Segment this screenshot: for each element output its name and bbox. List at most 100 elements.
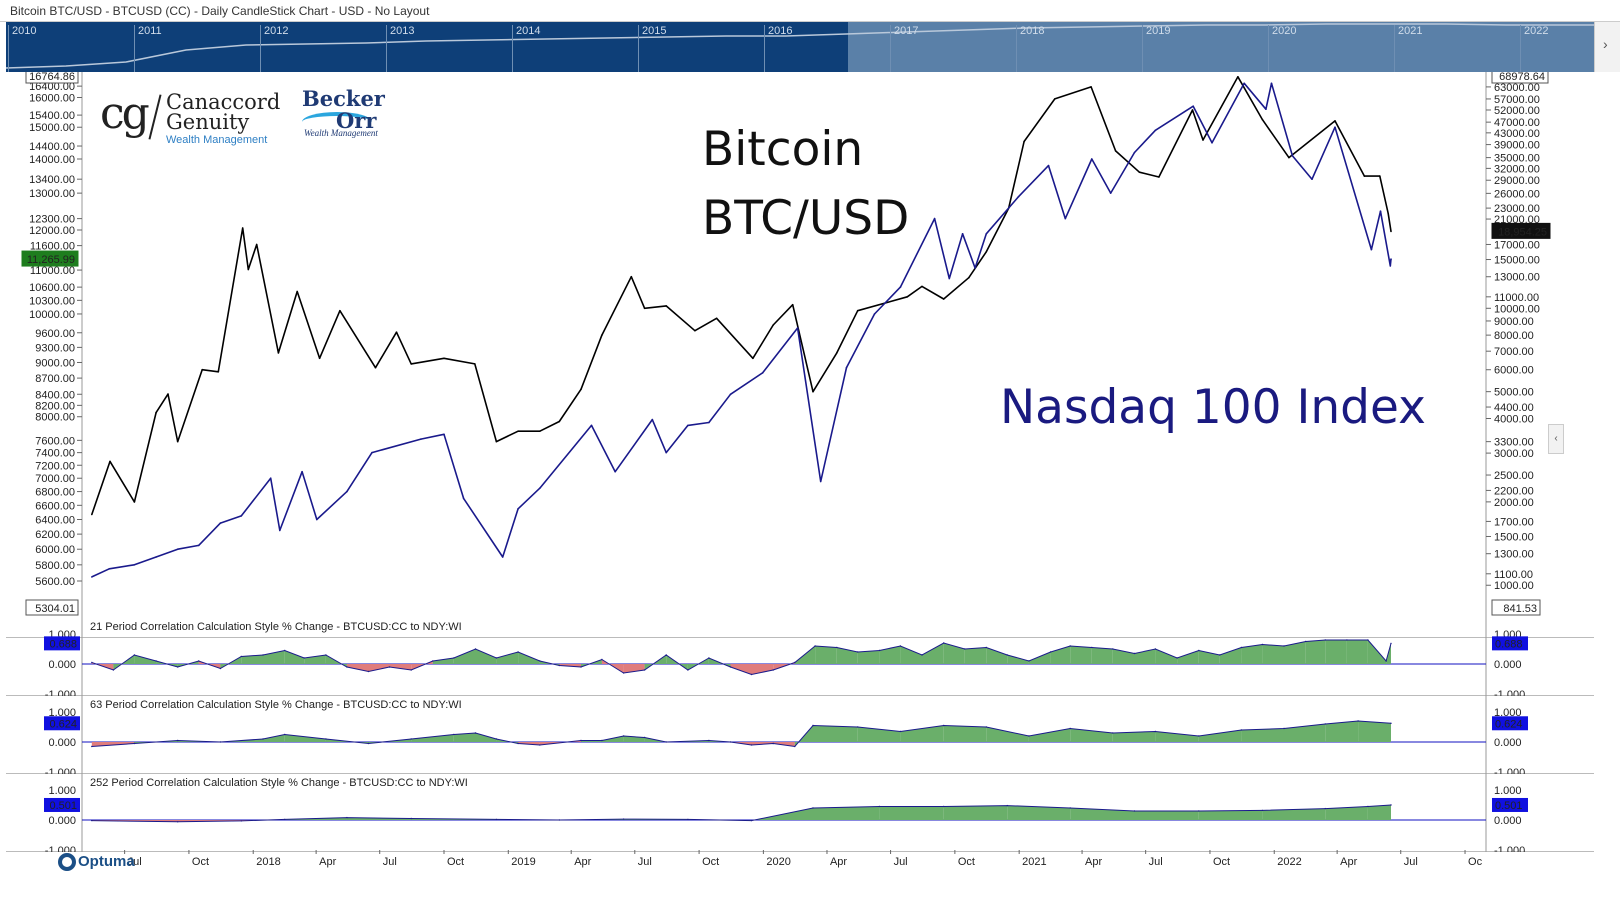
side-panel-toggle[interactable]: ‹ [1548,424,1564,454]
correlation-63-panel[interactable]: 63 Period Correlation Calculation Style … [6,696,1594,779]
main-chart-panel[interactable]: 16400.00 16000.00 15400.00 15000.00 14400.00… [6,67,1594,638]
corr-area-segment [346,664,369,672]
corr-point [539,660,541,662]
corr-area-segment [751,808,813,821]
corr-point [708,657,710,659]
overview-year-label: 2021 [1394,25,1422,72]
right-tick-label: 1700.00 [1494,516,1534,528]
ndx-point [420,438,422,440]
ndx-point [279,529,281,532]
corr-area-segment [411,734,454,742]
corr-area-segment [1028,728,1071,742]
right-tick-label: 23000.00 [1494,203,1540,215]
time-tick-label: Oct [1213,856,1230,868]
ndx-point [590,424,593,427]
main-chart-svg[interactable]: 16400.0016000.0015400.0015000.0014400.00… [6,67,1594,638]
right-tick-label: 7000.00 [1494,346,1534,358]
ndx-point [1265,108,1267,110]
corr-point [729,666,732,668]
overview-price-line [6,23,1594,69]
corr-point [112,669,115,671]
left-tick-label: 10000.00 [29,309,75,321]
overview-year-label: 2018 [1016,25,1044,72]
corr-area-segment [453,733,476,742]
corr-point [517,742,519,745]
corr-area-segment [1198,810,1263,820]
correlation-252-panel[interactable]: 252 Period Correlation Calculation Style… [6,774,1594,857]
corr-area-segment [1325,721,1359,742]
time-tick-label: Jul [383,856,397,868]
ndx-point [1390,258,1392,260]
corr-point [91,745,93,748]
corr-area-segment [432,658,454,664]
corr-point [1240,646,1243,649]
corr-area-segment [964,647,987,664]
corr-area-segment [1325,806,1368,820]
corr-point [750,819,753,822]
right-tick-label: 9000.00 [1494,316,1534,328]
ndx-point [1211,142,1213,144]
corr-point [325,738,327,740]
left-tick-label: 14000.00 [29,154,75,166]
corr-area-segment [1219,647,1242,664]
ndx-point [708,421,710,424]
btc-point [1379,175,1381,177]
ndx-point [1017,195,1020,198]
corr-area-segment [900,725,944,742]
btc-point [1158,176,1160,178]
left-min-badge-box [25,599,79,616]
corr-area-segment [1007,655,1029,664]
corr-area-segment [368,664,390,672]
correlation-21-svg[interactable]: 21 Period Correlation Calculation Style … [6,618,1594,701]
corr-area-segment [986,727,1029,742]
ndx-point [269,477,272,480]
btc-point [318,357,321,360]
left-tick-label: 6600.00 [35,500,75,512]
btc-point [791,303,794,306]
left-min-badge: 5304.01 [25,599,79,616]
corr-point [1069,727,1071,730]
left-tick-label: 14400.00 [29,141,75,153]
corr-point [857,726,859,728]
btc-point [1390,230,1392,233]
btc-point [1090,86,1092,88]
btc-point [1114,150,1117,152]
left-tick-label: 8000.00 [35,412,75,424]
corr-point [687,818,689,821]
corr-point [346,666,348,668]
btc-point [812,390,814,393]
ndx-point [316,518,318,521]
corr-area-segment [1241,644,1263,664]
corr-right-tick-label: 1.000 [1494,707,1522,719]
corr-point [219,667,222,670]
optuma-name: Optuma [78,853,135,870]
window-title: Bitcoin BTC/USD - BTCUSD (CC) - Daily Ca… [10,4,430,18]
time-tick-label: Jul [1404,856,1418,868]
time-tick-label: 2021 [1022,856,1046,868]
correlation-252-svg[interactable]: 252 Period Correlation Calculation Style… [6,774,1594,857]
btc-point [133,501,136,503]
time-tick-label: Apr [574,856,591,868]
left-tick-label: 7200.00 [35,460,75,472]
overview-navigator[interactable]: 2010 2011 2012 2013 2014 2015 2016 2017 2018 2019… [6,22,1594,72]
correlation-21-panel[interactable]: 21 Period Correlation Calculation Style … [6,618,1594,701]
corr-point [198,660,200,662]
corr-point [812,724,814,727]
corr-area-segment [284,650,305,664]
overview-scroll-button[interactable]: › [1594,22,1620,72]
corr-point [643,736,646,739]
left-tick-label: 8400.00 [35,389,75,401]
corr-point [665,741,667,743]
corr-point [303,657,305,659]
right-tick-label: 2500.00 [1494,470,1534,482]
left-tick-label: 12000.00 [29,225,75,237]
left-tick-label: 16400.00 [29,81,75,93]
btc-point [155,411,157,414]
corr-point [899,645,902,647]
corr-area-segment [1358,721,1391,742]
correlation-63-svg[interactable]: 63 Period Correlation Calculation Style … [6,696,1594,779]
corr-point [857,651,859,653]
left-tick-label: 8200.00 [35,400,75,412]
left-tick-label: 11000.00 [30,265,75,277]
corr-point [1346,639,1348,641]
